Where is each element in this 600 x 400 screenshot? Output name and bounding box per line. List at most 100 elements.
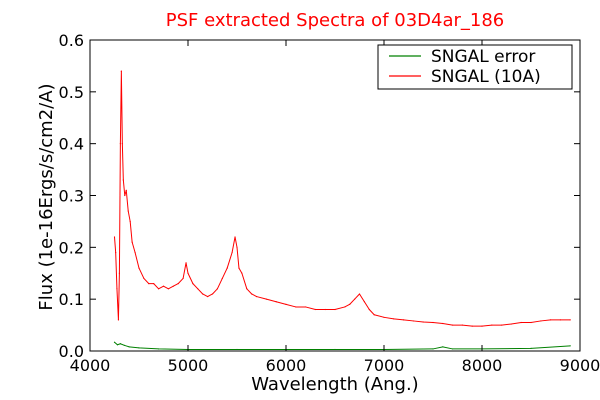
sngal-error-point-1 — [116, 344, 119, 346]
sngal-10a-point-38 — [238, 267, 240, 269]
sngal-10a-point-65 — [452, 324, 454, 326]
sngal-10a-point-8 — [122, 179, 124, 181]
sngal-10a-point-4 — [118, 272, 120, 274]
sngal-10a-point-40 — [246, 288, 248, 290]
sngal-10a-point-52 — [349, 303, 351, 305]
sngal-10a-point-72 — [520, 321, 522, 324]
sngal-error-point-13 — [442, 346, 444, 348]
sngal-10a-point-12 — [129, 220, 131, 223]
sngal-10a-point-48 — [314, 308, 316, 311]
sngal-10a-point-57 — [373, 314, 375, 316]
sngal-10a-point-10 — [125, 189, 127, 191]
sngal-error-point-4 — [128, 346, 130, 348]
sngal-10a-point-14 — [134, 251, 136, 254]
sngal-10a-point-61 — [412, 320, 414, 322]
sngal-10a-point-29 — [202, 293, 204, 295]
sngal-10a-point-39 — [241, 272, 243, 274]
legend: SNGAL error SNGAL (10A) — [377, 44, 573, 90]
plot-area — [89, 39, 581, 352]
sngal-10a-point-2 — [116, 288, 118, 290]
sngal-10a-point-23 — [177, 283, 179, 285]
y-tick-label-0: 0.0 — [59, 342, 84, 361]
sngal-10a-point-31 — [211, 293, 214, 295]
sngal-10a-point-18 — [153, 283, 155, 285]
sngal-10a-point-28 — [197, 288, 199, 290]
sngal-10a-point-59 — [393, 318, 395, 320]
sngal-error-point-6 — [158, 348, 160, 350]
sngal-10a-point-75 — [550, 319, 552, 321]
sngal-10a-point-53 — [354, 298, 356, 300]
sngal-10a-point-27 — [192, 283, 194, 285]
sngal-10a-point-25 — [185, 262, 187, 264]
chart-title: PSF extracted Spectra of 03D4ar_186 — [166, 10, 505, 31]
sngal-10a-point-44 — [275, 301, 277, 303]
sngal-10a-point-71 — [510, 323, 512, 325]
sngal-10a-point-33 — [221, 277, 223, 280]
sngal-10a-point-76 — [559, 319, 562, 321]
sngal-10a-point-22 — [172, 285, 174, 287]
series-line-sngal-10a — [114, 70, 571, 327]
sngal-error-point-0 — [113, 341, 116, 343]
sngal-10a-point-73 — [530, 321, 532, 324]
sngal-10a-point-37 — [236, 246, 238, 248]
legend-label-sngal-10a: SNGAL (10A) — [431, 67, 541, 87]
sngal-error-point-8 — [236, 348, 238, 351]
sngal-10a-point-21 — [167, 288, 169, 290]
sngal-10a-point-77 — [569, 319, 571, 321]
x-axis-label: Wavelength (Ang.) — [251, 374, 418, 395]
sngal-10a-point-7 — [121, 143, 123, 145]
y-tick-label-6: 0.6 — [59, 31, 84, 50]
sngal-10a-point-47 — [305, 306, 307, 308]
sngal-10a-point-42 — [256, 295, 258, 298]
sngal-error-point-5 — [138, 347, 140, 349]
y-tick-label-4: 0.4 — [59, 135, 84, 154]
y-tick-label-5: 0.5 — [59, 83, 84, 102]
sngal-10a-point-17 — [148, 283, 150, 285]
sngal-error-point-2 — [119, 343, 121, 345]
sngal-10a-point-67 — [471, 325, 473, 327]
sngal-10a-point-66 — [461, 324, 463, 326]
sngal-10a-point-36 — [234, 236, 236, 238]
sngal-10a-point-30 — [207, 295, 209, 298]
sngal-10a-point-11 — [127, 210, 129, 212]
sngal-10a-point-51 — [344, 306, 346, 308]
sngal-10a-point-60 — [403, 319, 405, 321]
series-layer — [113, 70, 571, 351]
sngal-error-point-14 — [452, 348, 454, 350]
series-line-sngal-error — [114, 341, 571, 350]
y-axis-label: Flux (1e-16Ergs/s/cm2/A) — [36, 83, 57, 310]
sngal-10a-point-45 — [285, 303, 287, 305]
sngal-10a-point-50 — [334, 308, 336, 311]
sngal-error-point-3 — [123, 344, 125, 346]
sngal-10a-point-58 — [383, 316, 385, 318]
sngal-10a-point-6 — [120, 70, 122, 72]
sngal-10a-point-55 — [363, 301, 365, 303]
sngal-10a-point-15 — [138, 267, 140, 269]
sngal-10a-point-13 — [131, 241, 133, 243]
x-tick-label-0: 4000 — [70, 356, 111, 375]
sngal-10a-point-74 — [540, 320, 542, 322]
sngal-10a-point-43 — [265, 298, 267, 300]
sngal-10a-point-41 — [251, 293, 253, 295]
y-tick-label-2: 0.2 — [59, 238, 84, 257]
sngal-10a-point-35 — [231, 251, 233, 254]
sngal-10a-point-54 — [358, 293, 361, 295]
tick-layer: 4000 5000 6000 7000 8000 9000 0.0 0.1 0.2 0.3 0.4 0… — [59, 31, 600, 375]
y-tick-label-3: 0.3 — [59, 187, 84, 206]
sngal-10a-point-20 — [162, 285, 165, 287]
sngal-error-point-17 — [569, 345, 571, 347]
sngal-10a-point-49 — [324, 308, 326, 311]
sngal-10a-point-5 — [119, 143, 121, 145]
sngal-10a-point-1 — [115, 251, 117, 254]
sngal-10a-point-16 — [143, 277, 145, 280]
sngal-10a-point-68 — [481, 325, 483, 327]
sngal-10a-point-19 — [158, 288, 160, 290]
sngal-10a-point-0 — [113, 236, 116, 238]
sngal-10a-point-63 — [432, 321, 434, 324]
sngal-10a-point-70 — [501, 324, 503, 326]
x-tick-label-1: 5000 — [168, 356, 209, 375]
sngal-10a-point-9 — [124, 194, 126, 197]
x-tick-label-3: 7000 — [364, 356, 405, 375]
